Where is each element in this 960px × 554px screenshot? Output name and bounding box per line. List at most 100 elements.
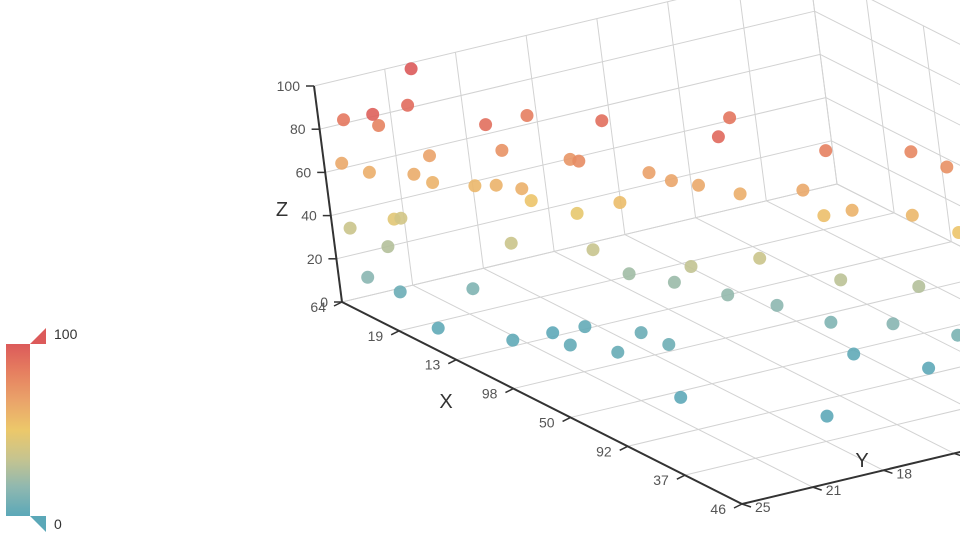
data-point[interactable] (407, 167, 421, 181)
data-point[interactable] (586, 243, 600, 257)
grid-line-back-y (454, 52, 484, 269)
y-tick-mark (812, 486, 822, 491)
grid-line-side-z (836, 183, 960, 247)
x-tick-label: 64 (310, 299, 326, 315)
data-point[interactable] (520, 109, 534, 122)
data-point[interactable] (570, 206, 584, 220)
visual-map-min-handle[interactable] (30, 516, 46, 532)
data-point[interactable] (524, 194, 538, 208)
data-point[interactable] (819, 144, 833, 158)
data-point[interactable] (506, 333, 520, 347)
data-point[interactable] (733, 187, 747, 201)
data-points[interactable] (335, 62, 960, 439)
data-point[interactable] (595, 114, 609, 128)
z-axis-name: Z (276, 199, 288, 221)
data-point[interactable] (845, 203, 859, 217)
data-point[interactable] (431, 321, 445, 335)
data-point[interactable] (674, 390, 688, 404)
x-tick-mark (676, 474, 686, 480)
data-point[interactable] (366, 107, 380, 121)
grid-line-back-z (313, 0, 677, 87)
grid-line-floor-x (399, 212, 895, 332)
data-point[interactable] (393, 285, 407, 299)
data-point[interactable] (468, 179, 482, 193)
data-point[interactable] (394, 211, 408, 225)
data-point[interactable] (337, 113, 350, 127)
grid-line-side-x (922, 25, 952, 242)
data-point[interactable] (372, 119, 386, 132)
x-axis-name: X (439, 391, 452, 413)
data-point[interactable] (711, 130, 725, 144)
data-point[interactable] (563, 338, 577, 352)
data-point[interactable] (723, 111, 737, 125)
grid-line-side-z (819, 53, 960, 126)
data-point[interactable] (335, 156, 349, 170)
data-point[interactable] (362, 165, 376, 179)
data-point[interactable] (426, 176, 440, 189)
visual-map-max-handle[interactable] (30, 328, 46, 344)
data-point[interactable] (613, 196, 627, 209)
data-point[interactable] (515, 182, 529, 196)
data-point[interactable] (952, 226, 960, 239)
data-point[interactable] (479, 118, 493, 132)
data-point[interactable] (824, 315, 838, 329)
x-tick-label: 50 (539, 414, 555, 430)
data-point[interactable] (361, 270, 375, 284)
data-point[interactable] (905, 208, 919, 222)
y-tick-mark (953, 452, 960, 457)
data-point[interactable] (662, 338, 676, 351)
grid-line-floor-y (483, 267, 884, 471)
data-point[interactable] (692, 178, 705, 192)
grid-line-floor-y (412, 284, 813, 488)
data-point[interactable] (721, 288, 735, 302)
data-point[interactable] (684, 260, 698, 273)
data-point[interactable] (343, 221, 357, 235)
data-point[interactable] (904, 145, 918, 159)
data-point[interactable] (951, 328, 960, 342)
data-point[interactable] (634, 326, 648, 340)
grid-line-floor-x (456, 241, 952, 361)
grid-line-floor-x (684, 409, 960, 476)
data-point[interactable] (423, 149, 436, 163)
data-point[interactable] (404, 62, 418, 76)
visual-map-bar[interactable] (6, 344, 30, 516)
data-point[interactable] (886, 317, 900, 331)
data-point[interactable] (796, 183, 810, 197)
data-point[interactable] (940, 160, 954, 174)
grid-line-floor-y (553, 250, 955, 454)
z-tick-label: 40 (301, 208, 317, 224)
axes (313, 85, 960, 505)
grid-line-back-z (336, 140, 832, 260)
data-point[interactable] (667, 275, 681, 289)
data-point[interactable] (912, 280, 926, 293)
grid (313, 0, 960, 505)
x-tick-mark (447, 359, 457, 365)
data-point[interactable] (578, 320, 592, 334)
data-point[interactable] (611, 345, 625, 359)
grid-line-side-z (814, 10, 960, 86)
data-point[interactable] (381, 240, 395, 254)
data-point[interactable] (834, 273, 848, 287)
data-point[interactable] (466, 282, 480, 296)
data-point[interactable] (664, 174, 678, 188)
data-point[interactable] (770, 298, 784, 312)
data-point[interactable] (622, 267, 636, 281)
data-point[interactable] (753, 251, 767, 265)
data-point[interactable] (489, 178, 503, 192)
grid-line-side-z (825, 97, 960, 166)
data-point[interactable] (495, 143, 509, 157)
data-point[interactable] (820, 409, 834, 423)
data-point[interactable] (922, 361, 936, 375)
x-tick-label: 13 (425, 357, 441, 373)
visual-map[interactable]: 100 0 (6, 326, 78, 532)
data-point[interactable] (817, 209, 831, 223)
data-point[interactable] (401, 98, 415, 112)
y-tick-label: 21 (826, 482, 842, 498)
data-point[interactable] (546, 326, 560, 340)
data-point[interactable] (504, 236, 518, 250)
data-point[interactable] (572, 154, 586, 168)
y-tick-mark (741, 503, 752, 508)
data-point[interactable] (642, 166, 656, 180)
data-point[interactable] (847, 347, 861, 361)
